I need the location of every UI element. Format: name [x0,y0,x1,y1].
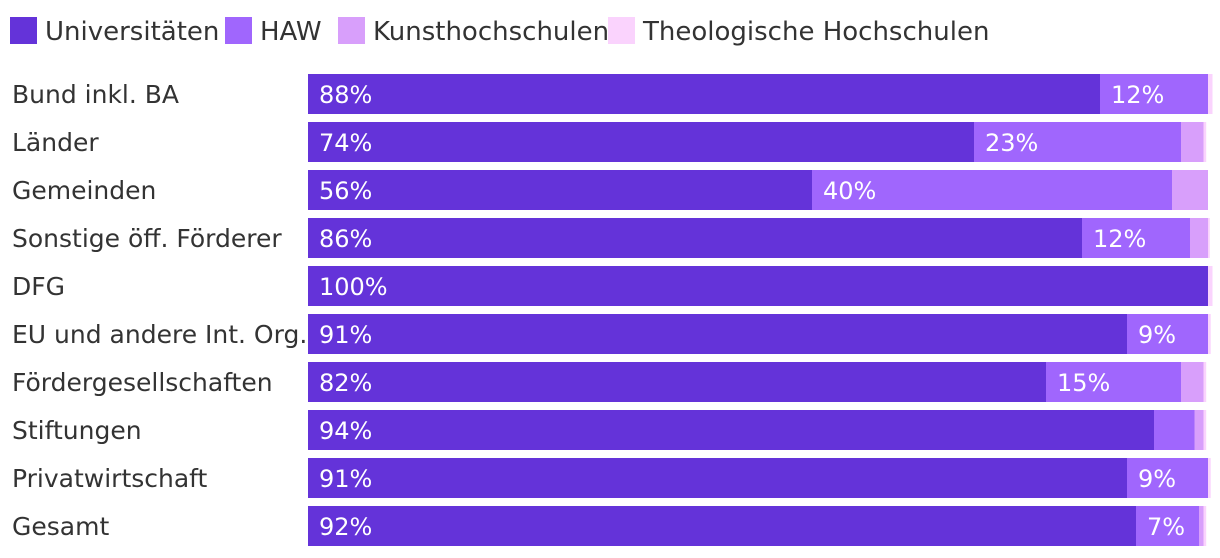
bar-3-8 [1208,458,1211,498]
bar-3-4 [1208,266,1213,306]
category-label-0: Bund inkl. BA [12,80,179,109]
bar-1-1 [974,122,1181,162]
category-label-6: Fördergesellschaften [12,368,273,397]
legend-swatch-1 [225,17,252,44]
bar-0-1 [308,122,974,162]
data-label-0-5: 91% [319,321,372,349]
data-label-0-0: 88% [319,81,372,109]
data-label-0-8: 91% [319,465,372,493]
bar-1-6 [1046,362,1181,402]
bar-3-9 [1203,506,1207,546]
legend: Universitäten HAW Kunsthochschulen Theologi… [10,17,989,47]
legend-label-2: Kunsthochschulen [373,17,609,47]
data-label-0-2: 56% [319,177,372,205]
data-label-0-3: 86% [319,225,372,253]
bar-2-1 [1181,122,1204,162]
bar-2-2 [1172,170,1208,210]
legend-swatch-2 [338,17,365,44]
bar-2-3 [1190,218,1208,258]
bar-1-9 [1136,506,1199,546]
bars: 88% 12% 74% 23% 56% 40% 86% 12% 100% 91% 9% 82% 15% 9… [308,74,1213,546]
bar-2-6 [1181,362,1204,402]
category-labels: Bund inkl. BA Länder Gemeinden Sonstige öff… [12,80,307,541]
bar-3-7 [1203,410,1207,450]
bar-3-5 [1208,314,1211,354]
legend-swatch-0 [10,17,37,44]
bar-3-6 [1203,362,1207,402]
category-label-4: DFG [12,272,65,301]
bar-0-3 [308,218,1082,258]
bar-0-8 [308,458,1127,498]
category-label-3: Sonstige öff. Förderer [12,224,282,253]
bar-3-1 [1203,122,1207,162]
bar-2-7 [1194,410,1204,450]
category-label-8: Privatwirtschaft [12,464,208,493]
data-label-1-8: 9% [1138,465,1176,493]
bar-1-3 [1082,218,1190,258]
bar-3-3 [1208,218,1210,258]
data-label-0-6: 82% [319,369,372,397]
data-label-1-9: 7% [1147,513,1185,541]
bar-1-5 [1127,314,1208,354]
data-label-1-3: 12% [1093,225,1146,253]
bar-0-7 [308,410,1154,450]
legend-label-1: HAW [260,17,322,47]
bar-0-6 [308,362,1046,402]
legend-label-3: Theologische Hochschulen [642,17,989,47]
bar-1-0 [1100,74,1208,114]
legend-swatch-3 [608,17,635,44]
data-label-1-5: 9% [1138,321,1176,349]
bar-1-8 [1127,458,1208,498]
bar-3-0 [1208,74,1213,114]
category-label-5: EU und andere Int. Org. [12,320,307,349]
category-label-1: Länder [12,128,99,157]
data-label-0-9: 92% [319,513,372,541]
bar-0-2 [308,170,812,210]
data-label-0-7: 94% [319,417,372,445]
data-label-1-2: 40% [823,177,876,205]
data-label-1-1: 23% [985,129,1038,157]
data-label-1-0: 12% [1111,81,1164,109]
bar-1-2 [812,170,1172,210]
bar-0-0 [308,74,1100,114]
bar-0-9 [308,506,1136,546]
bar-2-9 [1199,506,1204,546]
data-label-1-6: 15% [1057,369,1110,397]
legend-label-0: Universitäten [45,17,219,47]
category-label-2: Gemeinden [12,176,156,205]
bar-1-7 [1154,410,1195,450]
bar-0-5 [308,314,1127,354]
data-label-0-4: 100% [319,273,388,301]
bar-0-4 [308,266,1208,306]
data-label-0-1: 74% [319,129,372,157]
category-label-7: Stiftungen [12,416,142,445]
category-label-9: Gesamt [12,512,109,541]
